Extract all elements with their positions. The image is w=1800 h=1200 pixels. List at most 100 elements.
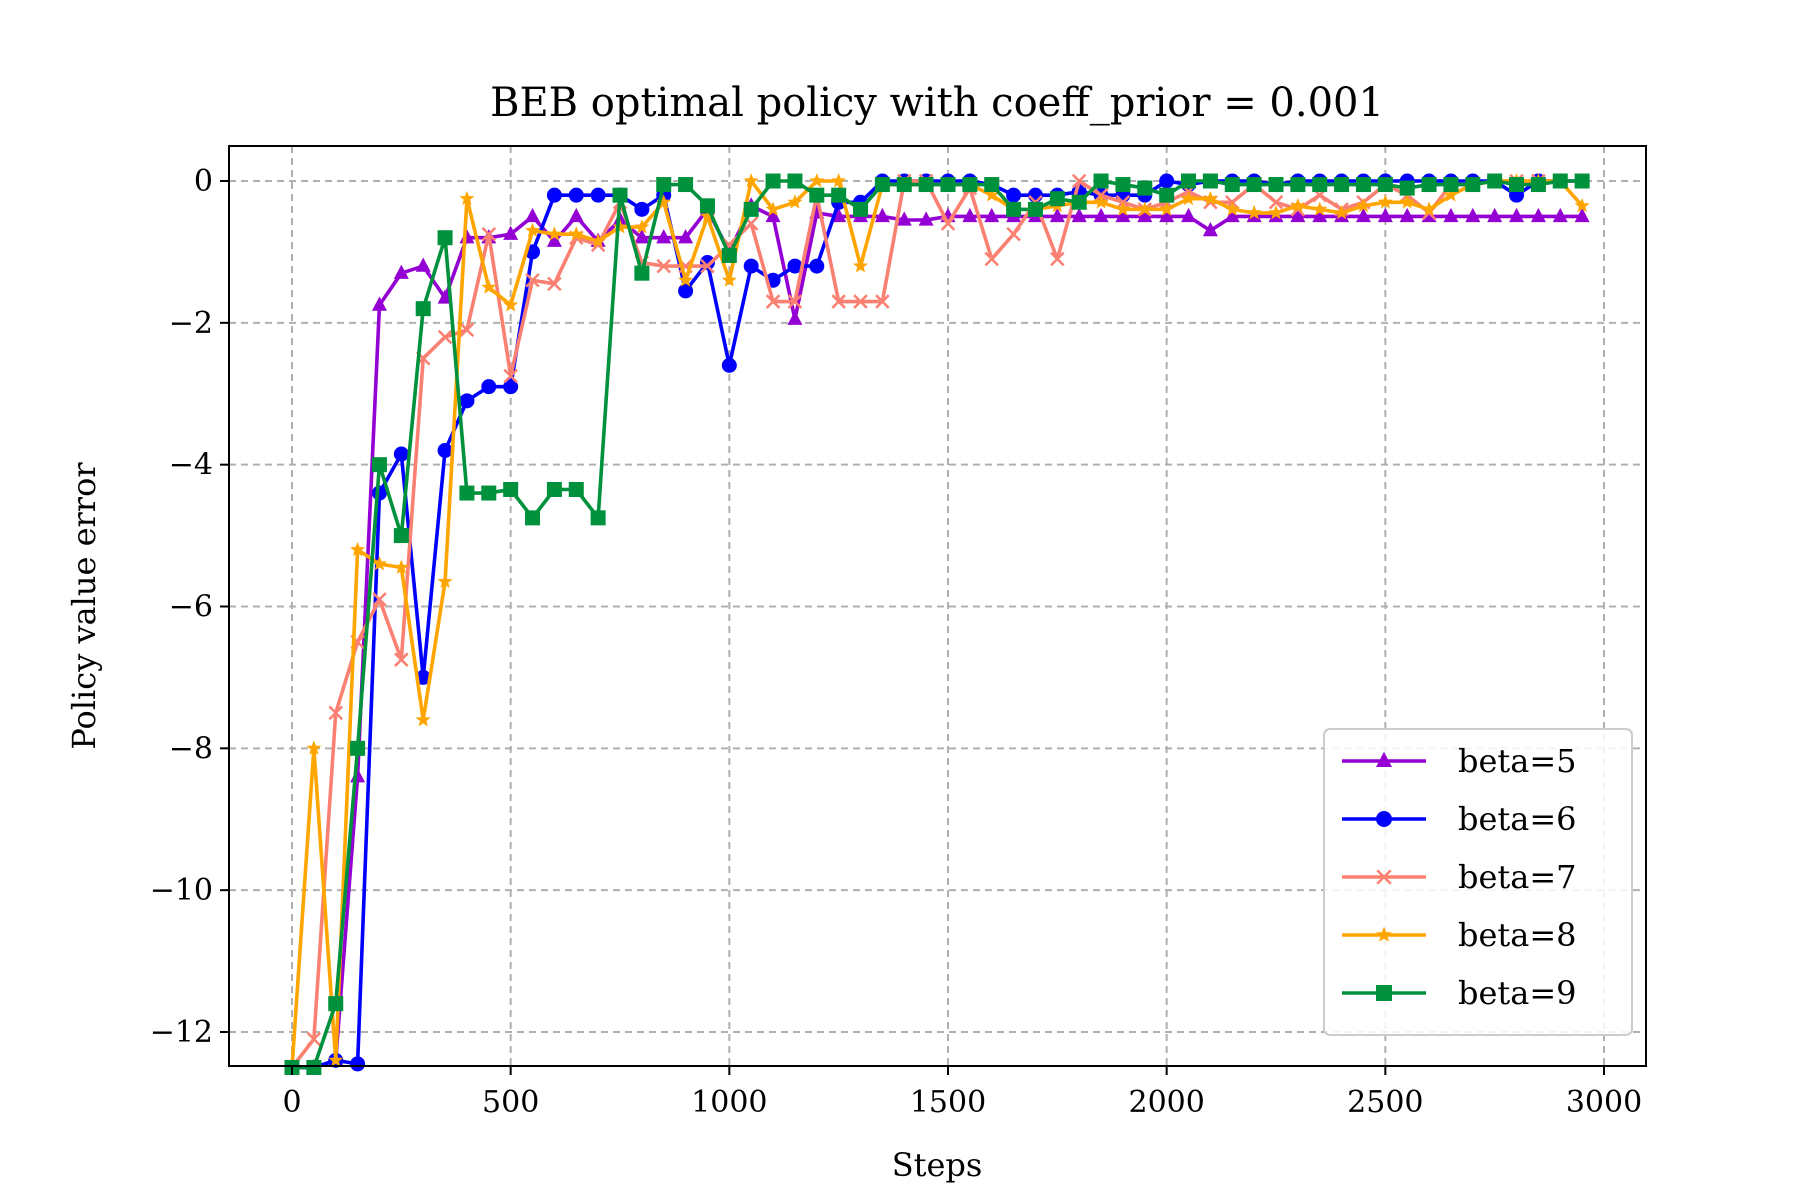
data-point: [1421, 177, 1437, 193]
data-point: [721, 247, 737, 263]
y-tick-label: 0: [194, 164, 213, 199]
data-point: [525, 222, 541, 238]
data-point: [721, 272, 737, 287]
data-point: [1268, 177, 1284, 193]
data-point: [568, 481, 584, 497]
data-point: [700, 258, 715, 274]
data-point: [1159, 201, 1175, 216]
data-point: [306, 740, 322, 755]
y-tick-label: −8: [169, 731, 213, 766]
data-point: [612, 187, 628, 203]
data-point: [765, 207, 781, 223]
x-tick-label: 2000: [1128, 1085, 1204, 1120]
legend-label: beta=6: [1458, 800, 1577, 838]
data-point: [634, 229, 650, 244]
data-point: [459, 322, 475, 338]
data-point: [525, 207, 541, 223]
data-point: [1071, 194, 1087, 210]
data-point: [896, 177, 912, 193]
data-point: [1574, 197, 1590, 213]
data-point: [568, 226, 584, 241]
data-point: [918, 177, 934, 193]
data-point: [656, 194, 672, 209]
legend-label: beta=7: [1458, 858, 1577, 896]
data-point: [1443, 207, 1459, 223]
data-point: [481, 226, 497, 242]
data-point: [984, 177, 1000, 193]
data-point: [1334, 205, 1350, 220]
data-point: [1137, 201, 1153, 216]
data-point: [787, 194, 803, 209]
data-point: [1509, 177, 1525, 193]
data-point: [765, 201, 781, 216]
data-point: [372, 592, 387, 607]
data-point: [1093, 173, 1109, 189]
data-point: [1202, 173, 1218, 189]
legend-label: beta=5: [1458, 742, 1577, 780]
data-point: [1027, 201, 1043, 217]
data-point: [568, 207, 584, 223]
data-point: [371, 457, 387, 473]
legend-item: beta=8: [1342, 916, 1577, 954]
data-point: [568, 187, 584, 203]
data-point: [481, 485, 497, 501]
data-point: [1224, 207, 1240, 223]
data-point: [831, 173, 847, 188]
data-point: [503, 225, 519, 240]
data-point: [831, 294, 846, 309]
data-point: [809, 258, 825, 274]
y-axis-ticks: 0 −2 −4 −6 −8 −10 −12: [150, 164, 229, 1050]
data-point: [1574, 207, 1590, 223]
data-point: [394, 652, 409, 667]
data-point: [1290, 207, 1306, 223]
data-point: [743, 201, 759, 217]
data-point: [503, 297, 519, 312]
data-point: [1071, 207, 1087, 223]
data-point: [940, 177, 956, 193]
y-tick-label: −12: [150, 1015, 213, 1050]
data-point: [1027, 187, 1043, 203]
data-point: [1552, 173, 1568, 189]
data-point: [590, 187, 606, 203]
data-point: [962, 207, 978, 223]
data-point: [875, 294, 890, 309]
legend-marker: [1376, 811, 1392, 827]
data-point: [1202, 222, 1218, 237]
data-point: [590, 233, 606, 248]
data-point: [1530, 177, 1546, 193]
x-tick-label: 1500: [910, 1085, 986, 1120]
data-point: [765, 173, 781, 189]
data-point: [678, 272, 694, 287]
legend-item: beta=7: [1342, 858, 1577, 896]
data-point: [896, 211, 912, 226]
legend-marker: [1376, 985, 1392, 1001]
legend-marker: [1376, 869, 1392, 885]
data-point: [1443, 177, 1459, 193]
data-point: [1115, 207, 1131, 223]
data-point: [721, 357, 737, 373]
data-point: [1574, 173, 1590, 189]
data-point: [437, 329, 453, 345]
data-point: [525, 273, 540, 288]
data-point: [853, 294, 868, 309]
data-point: [809, 173, 825, 188]
data-point: [1552, 207, 1568, 223]
data-point: [1377, 194, 1393, 209]
data-point: [1487, 207, 1503, 223]
data-point: [371, 296, 387, 311]
data-point: [1530, 207, 1546, 223]
data-point: [328, 705, 343, 721]
data-point: [1115, 177, 1131, 193]
data-point: [743, 258, 759, 274]
data-point: [415, 301, 431, 317]
data-point: [1202, 190, 1218, 206]
data-point: [1181, 173, 1197, 189]
data-point: [1509, 207, 1525, 223]
data-point: [1115, 201, 1131, 216]
data-point: [1443, 187, 1459, 202]
data-point: [918, 211, 934, 226]
series-beta=9: [284, 173, 1590, 1075]
legend-item: beta=5: [1342, 742, 1577, 780]
data-point: [503, 481, 519, 497]
data-point: [546, 481, 562, 497]
